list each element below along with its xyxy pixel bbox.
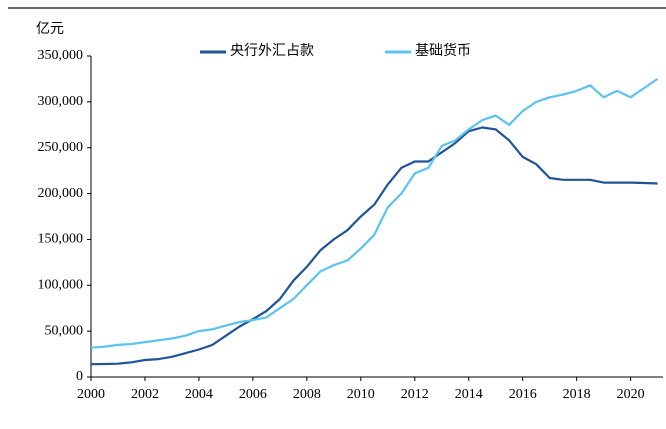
x-tick-label: 2012 <box>401 387 429 402</box>
x-tick-label: 2014 <box>455 387 483 402</box>
x-tick-label: 2020 <box>617 387 645 402</box>
series-line <box>90 77 659 349</box>
y-tick-label: 150,000 <box>38 232 84 247</box>
y-tick-label: 300,000 <box>38 94 84 109</box>
y-tick-label: 200,000 <box>38 186 84 201</box>
x-tick-label: 2010 <box>347 387 375 402</box>
y-tick-label: 0 <box>76 369 83 384</box>
x-tick-label: 2008 <box>293 387 321 402</box>
legend-label: 央行外汇占款 <box>230 43 314 59</box>
x-tick-label: 2006 <box>239 387 267 402</box>
x-tick-label: 2000 <box>77 387 105 402</box>
y-tick-label: 250,000 <box>38 140 84 155</box>
x-tick-label: 2004 <box>185 387 213 402</box>
x-tick-label: 2016 <box>509 387 537 402</box>
y-tick-label: 100,000 <box>38 278 84 293</box>
y-tick-label: 350,000 <box>38 48 84 63</box>
series-line <box>90 126 658 366</box>
legend-label: 基础货币 <box>415 42 471 59</box>
x-tick-label: 2002 <box>131 387 159 402</box>
x-tick-label: 2018 <box>563 387 591 402</box>
y-tick-label: 50,000 <box>45 323 84 338</box>
unit-label: 亿元 <box>36 21 64 37</box>
